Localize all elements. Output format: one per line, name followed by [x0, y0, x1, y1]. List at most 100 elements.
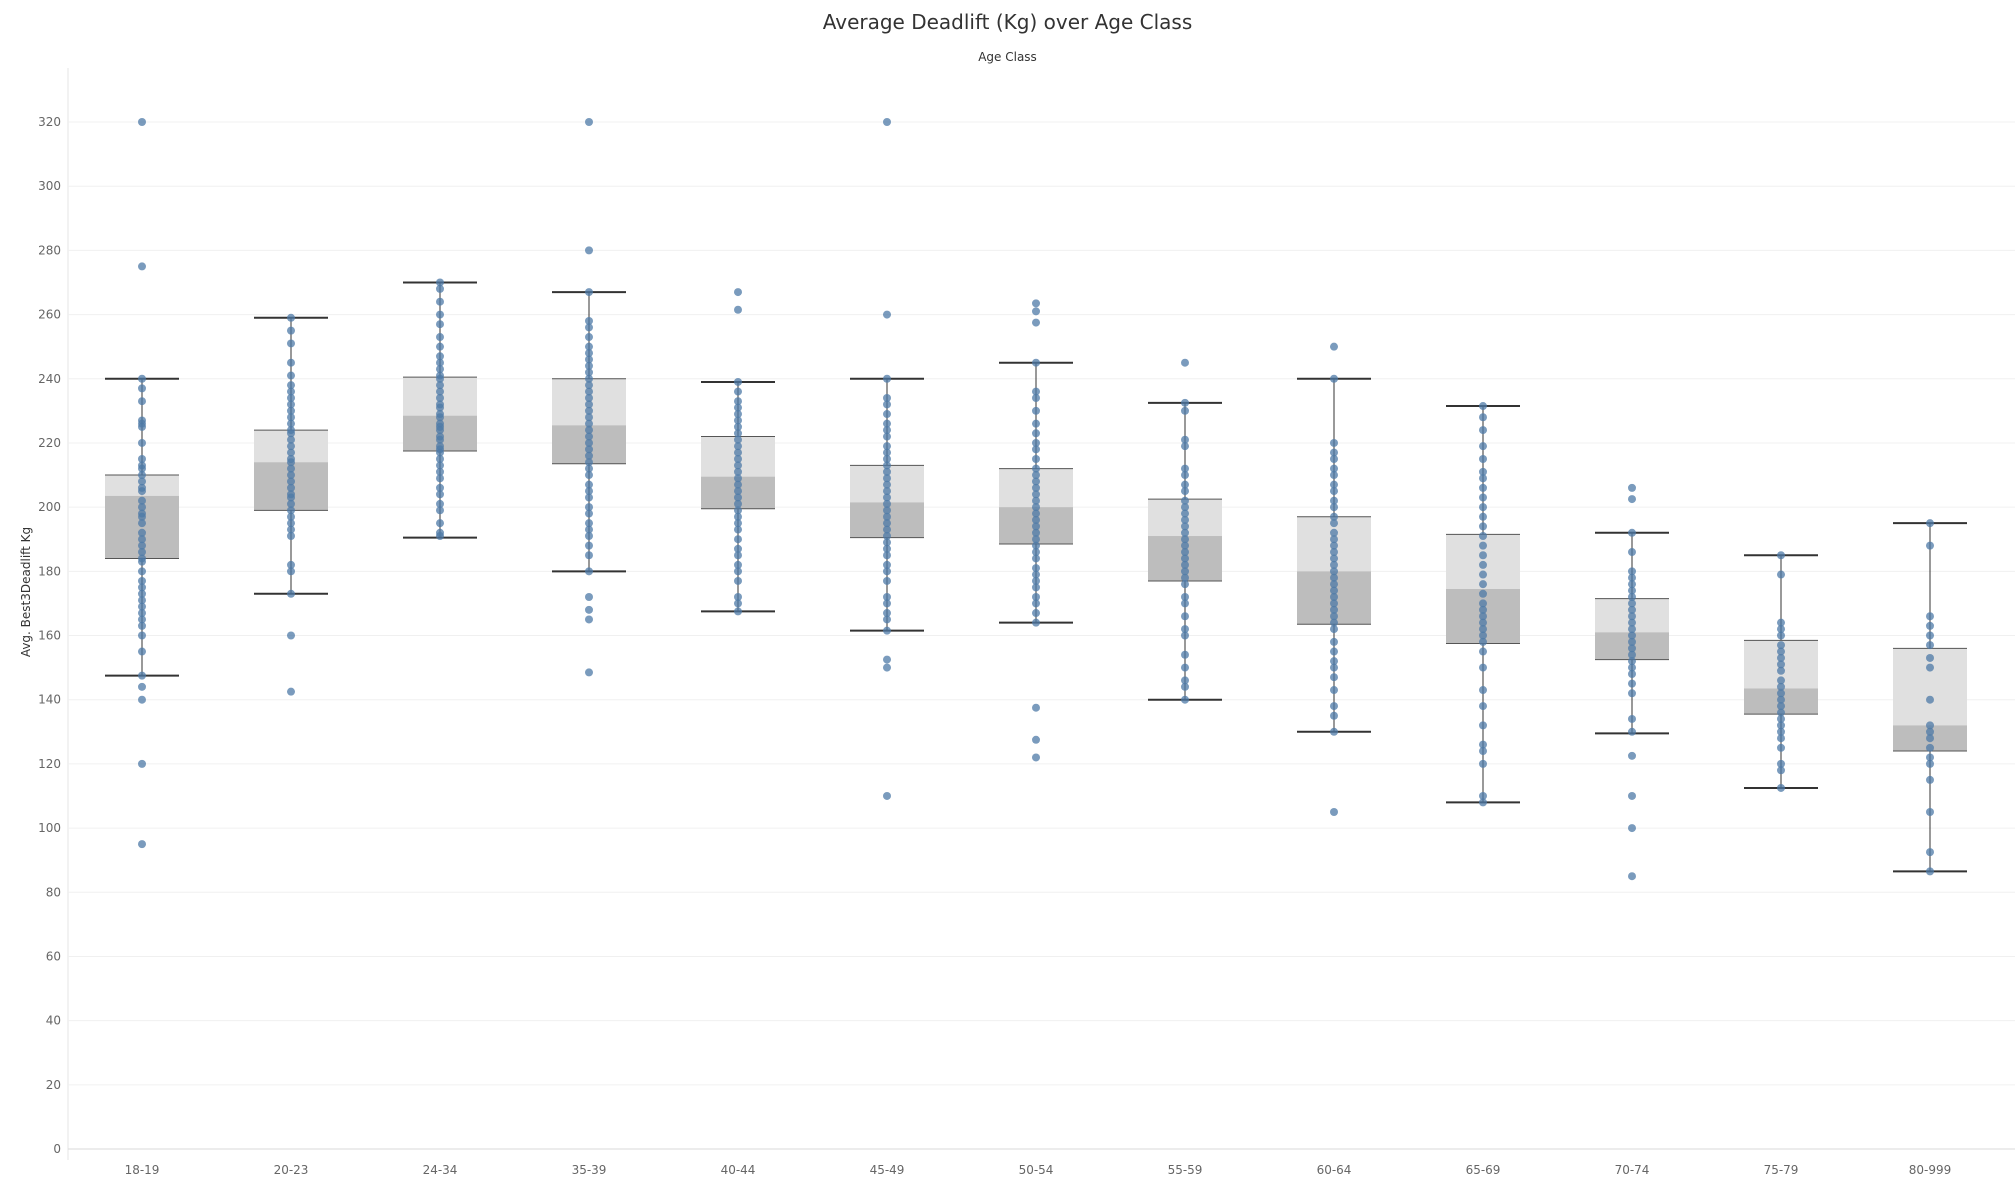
data-point-18-19-26: [138, 557, 146, 566]
data-point-50-54-14: [1032, 477, 1040, 486]
data-point-18-19-1: [138, 262, 146, 271]
data-point-45-49-6: [883, 419, 891, 428]
data-point-60-64-20: [1330, 573, 1338, 582]
data-point-60-64-24: [1330, 599, 1338, 608]
data-point-55-59-32: [1181, 695, 1189, 704]
data-point-35-39-1: [585, 246, 593, 255]
data-point-80-999-17: [1926, 848, 1934, 857]
data-point-20-23-34: [287, 631, 295, 640]
data-point-24-34-8: [436, 358, 444, 367]
data-point-55-59-1: [1181, 398, 1189, 407]
data-point-75-79-19: [1777, 734, 1785, 743]
data-point-60-64-10: [1330, 503, 1338, 512]
data-point-70-74-28: [1628, 872, 1636, 881]
data-point-75-79-21: [1777, 759, 1785, 768]
data-point-50-54-35: [1032, 703, 1040, 712]
data-point-75-79-5: [1777, 641, 1785, 650]
data-point-45-49-27: [883, 560, 891, 569]
data-point-65-69-18: [1479, 589, 1487, 598]
data-point-70-74-20: [1628, 670, 1636, 679]
data-point-60-64-33: [1330, 673, 1338, 682]
x-axis-ticks: 18-19 20-23 24-34 35-39 40-44 45-49 50-54 55-59…: [125, 1163, 1952, 1177]
data-point-45-49-34: [883, 626, 891, 635]
data-point-18-19-3: [138, 384, 146, 393]
data-point-65-69-30: [1479, 721, 1487, 730]
data-point-20-23-22: [287, 483, 295, 492]
data-point-50-54-7: [1032, 419, 1040, 428]
data-point-60-64-17: [1330, 554, 1338, 563]
data-point-35-39-41: [585, 668, 593, 677]
data-point-70-74-3: [1628, 548, 1636, 557]
data-point-80-999-1: [1926, 541, 1934, 550]
data-point-18-19-34: [138, 615, 146, 624]
data-point-18-19-17: [138, 503, 146, 512]
data-point-55-59-16: [1181, 541, 1189, 550]
data-point-45-49-21: [883, 519, 891, 528]
data-point-18-19-21: [138, 528, 146, 537]
data-point-20-23-18: [287, 458, 295, 467]
data-point-50-54-18: [1032, 503, 1040, 512]
data-point-45-49-25: [883, 544, 891, 553]
data-point-75-79-1: [1777, 570, 1785, 579]
data-point-45-49-20: [883, 512, 891, 521]
data-point-60-64-5: [1330, 464, 1338, 473]
data-point-40-44-5: [734, 403, 742, 412]
y-tick-label-160: 160: [38, 629, 61, 643]
data-point-55-59-24: [1181, 599, 1189, 608]
data-point-20-23-31: [287, 560, 295, 569]
data-point-18-19-38: [138, 671, 146, 680]
data-point-65-69-19: [1479, 599, 1487, 608]
data-point-50-54-36: [1032, 735, 1040, 744]
data-point-50-54-19: [1032, 509, 1040, 518]
data-point-55-59-8: [1181, 487, 1189, 496]
data-point-65-69-27: [1479, 663, 1487, 672]
data-point-18-19-12: [138, 471, 146, 480]
data-point-20-23-32: [287, 567, 295, 576]
data-point-18-19-31: [138, 596, 146, 605]
data-point-35-39-14: [585, 394, 593, 403]
data-point-70-74-23: [1628, 714, 1636, 723]
data-point-18-19-19: [138, 512, 146, 521]
data-point-50-54-21: [1032, 522, 1040, 531]
data-point-20-23-15: [287, 442, 295, 451]
data-point-60-64-25: [1330, 605, 1338, 614]
data-point-55-59-7: [1181, 480, 1189, 489]
data-point-50-54-5: [1032, 394, 1040, 403]
data-point-80-999-18: [1926, 867, 1934, 876]
data-point-60-64-35: [1330, 702, 1338, 711]
data-point-70-74-27: [1628, 824, 1636, 833]
data-point-45-49-31: [883, 599, 891, 608]
data-point-35-39-31: [585, 509, 593, 518]
data-point-20-23-25: [287, 499, 295, 508]
data-point-70-74-12: [1628, 618, 1636, 627]
data-point-40-44-8: [734, 422, 742, 431]
data-point-35-39-29: [585, 493, 593, 502]
data-point-45-49-1: [883, 310, 891, 319]
data-point-40-44-22: [734, 512, 742, 521]
data-point-35-39-8: [585, 355, 593, 364]
data-point-75-79-4: [1777, 631, 1785, 640]
data-point-50-54-32: [1032, 599, 1040, 608]
data-point-45-49-7: [883, 426, 891, 435]
data-points: [138, 118, 1934, 881]
data-point-70-74-17: [1628, 650, 1636, 659]
data-point-18-19-4: [138, 397, 146, 406]
data-point-40-44-9: [734, 429, 742, 438]
data-point-50-54-37: [1032, 753, 1040, 762]
data-point-65-69-14: [1479, 551, 1487, 560]
data-point-18-19-2: [138, 374, 146, 383]
x-tick-label-40-44: 40-44: [721, 1163, 756, 1177]
data-point-20-23-27: [287, 512, 295, 521]
data-point-40-44-17: [734, 480, 742, 489]
data-point-45-49-37: [883, 791, 891, 800]
data-point-65-69-31: [1479, 740, 1487, 749]
data-point-45-49-29: [883, 576, 891, 585]
data-point-50-54-24: [1032, 541, 1040, 550]
data-point-20-23-5: [287, 381, 295, 390]
data-point-35-39-40: [585, 615, 593, 624]
data-point-45-49-33: [883, 615, 891, 624]
data-point-35-39-18: [585, 419, 593, 428]
y-tick-label-200: 200: [38, 500, 61, 514]
data-point-20-23-6: [287, 387, 295, 396]
data-point-24-34-35: [436, 519, 444, 528]
